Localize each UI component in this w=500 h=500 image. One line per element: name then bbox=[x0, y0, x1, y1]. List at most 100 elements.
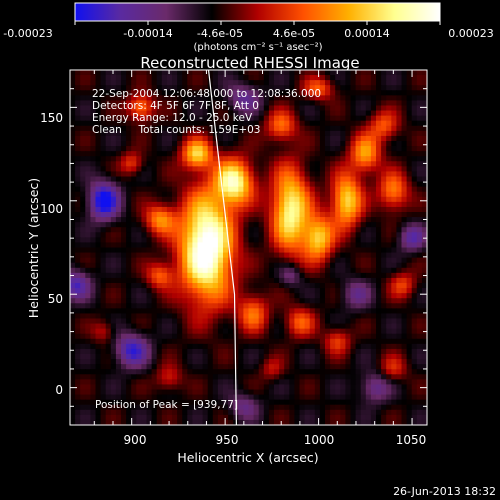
heatmap-cell bbox=[100, 237, 107, 244]
heatmap-cell bbox=[233, 222, 239, 228]
heatmap-cell bbox=[100, 409, 107, 416]
heatmap-cell bbox=[355, 348, 362, 355]
heatmap-cell bbox=[268, 313, 275, 320]
heatmap-cell bbox=[330, 399, 336, 406]
heatmap-cell bbox=[238, 161, 244, 167]
heatmap-cell bbox=[166, 90, 173, 96]
heatmap-cell bbox=[217, 389, 224, 396]
heatmap-cell bbox=[202, 313, 209, 320]
heatmap-cell bbox=[110, 298, 117, 304]
heatmap-cell bbox=[294, 288, 301, 294]
heatmap-cell bbox=[309, 120, 316, 127]
heatmap-cell bbox=[70, 70, 76, 76]
heatmap-cell bbox=[100, 262, 107, 269]
heatmap-cell bbox=[304, 293, 311, 299]
heatmap-cell bbox=[360, 348, 367, 355]
heatmap-cell bbox=[350, 257, 357, 264]
heatmap-cell bbox=[197, 217, 204, 223]
heatmap-cell bbox=[350, 348, 357, 355]
heatmap-cell bbox=[330, 359, 336, 365]
heatmap-cell bbox=[330, 343, 336, 350]
heatmap-cell bbox=[115, 85, 122, 91]
heatmap-cell bbox=[80, 374, 86, 380]
heatmap-cell bbox=[274, 374, 280, 380]
heatmap-cell bbox=[416, 75, 423, 81]
heatmap-cell bbox=[223, 237, 229, 244]
heatmap-cell bbox=[172, 399, 178, 406]
heatmap-cell bbox=[243, 237, 250, 244]
heatmap-cell bbox=[355, 303, 362, 309]
heatmap-cell bbox=[161, 146, 168, 152]
heatmap-cell bbox=[223, 227, 229, 233]
heatmap-cell bbox=[207, 313, 214, 320]
heatmap-cell bbox=[268, 110, 275, 117]
heatmap-cell bbox=[365, 333, 372, 340]
heatmap-cell bbox=[197, 272, 204, 279]
heatmap-cell bbox=[156, 252, 163, 259]
heatmap-cell bbox=[279, 399, 285, 406]
heatmap-cell bbox=[212, 217, 219, 223]
heatmap-cell bbox=[146, 130, 153, 137]
heatmap-cell bbox=[141, 212, 148, 218]
heatmap-cell bbox=[248, 176, 255, 183]
heatmap-cell bbox=[95, 186, 102, 193]
heatmap-cell bbox=[187, 252, 193, 259]
heatmap-cell bbox=[284, 196, 290, 203]
heatmap-cell bbox=[182, 100, 188, 107]
heatmap-cell bbox=[294, 181, 301, 188]
heatmap-cell bbox=[258, 105, 265, 112]
heatmap-cell bbox=[325, 217, 331, 223]
heatmap-cell bbox=[238, 110, 244, 117]
heatmap-cell bbox=[258, 80, 265, 86]
heatmap-cell bbox=[197, 247, 204, 254]
heatmap-cell bbox=[172, 196, 178, 203]
heatmap-cell bbox=[202, 217, 209, 223]
heatmap-cell bbox=[406, 399, 413, 406]
heatmap-cell bbox=[85, 308, 91, 315]
heatmap-cell bbox=[396, 75, 403, 81]
heatmap-cell bbox=[156, 110, 163, 117]
heatmap-cell bbox=[309, 404, 316, 411]
heatmap-cell bbox=[177, 206, 183, 213]
heatmap-cell bbox=[223, 338, 229, 345]
heatmap-cell bbox=[355, 222, 362, 228]
heatmap-cell bbox=[421, 414, 427, 421]
heatmap-cell bbox=[151, 277, 158, 284]
heatmap-cell bbox=[172, 166, 178, 173]
heatmap-cell bbox=[70, 181, 76, 188]
heatmap-cell bbox=[330, 288, 336, 294]
heatmap-cell bbox=[192, 333, 199, 340]
heatmap-cell bbox=[319, 379, 326, 386]
heatmap-cell bbox=[376, 379, 382, 386]
heatmap-cell bbox=[340, 277, 346, 284]
heatmap-cell bbox=[258, 130, 265, 137]
heatmap-cell bbox=[325, 293, 331, 299]
heatmap-cell bbox=[330, 283, 336, 289]
heatmap-cell bbox=[233, 166, 239, 173]
heatmap-cell bbox=[304, 151, 311, 157]
heatmap-cell bbox=[274, 399, 280, 406]
heatmap-cell bbox=[289, 257, 295, 264]
heatmap-cell bbox=[284, 171, 290, 178]
heatmap-cell bbox=[126, 267, 132, 274]
heatmap-cell bbox=[360, 293, 367, 299]
heatmap-cell bbox=[406, 313, 413, 320]
heatmap-cell bbox=[136, 80, 142, 86]
heatmap-cell bbox=[360, 80, 367, 86]
heatmap-cell bbox=[421, 419, 427, 425]
heatmap-cell bbox=[233, 323, 239, 330]
heatmap-cell bbox=[151, 323, 158, 330]
heatmap-cell bbox=[391, 318, 397, 325]
heatmap-cell bbox=[223, 100, 229, 107]
heatmap-cell bbox=[100, 364, 107, 370]
heatmap-cell bbox=[75, 135, 81, 142]
heatmap-cell bbox=[401, 242, 408, 249]
heatmap-cell bbox=[304, 156, 311, 162]
heatmap-cell bbox=[182, 227, 188, 233]
heatmap-cell bbox=[314, 272, 321, 279]
heatmap-cell bbox=[95, 288, 102, 294]
heatmap-cell bbox=[289, 338, 295, 345]
heatmap-cell bbox=[197, 125, 204, 132]
heatmap-cell bbox=[340, 328, 346, 335]
heatmap-cell bbox=[238, 135, 244, 142]
